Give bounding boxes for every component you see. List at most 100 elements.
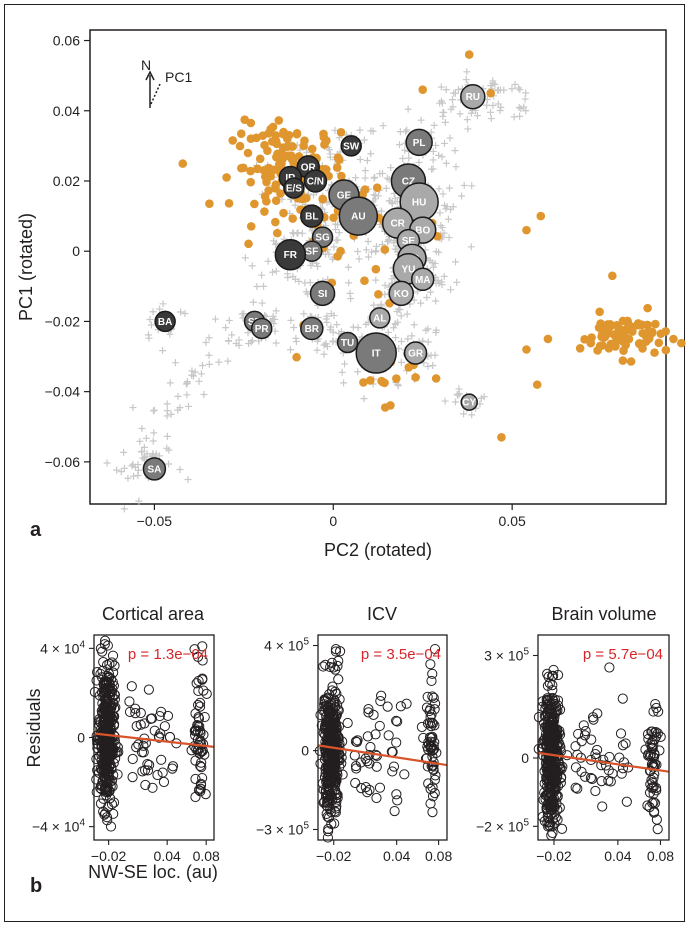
sample-dot	[392, 374, 401, 383]
residual-point	[570, 762, 582, 773]
reference-cross-mark	[515, 84, 523, 92]
reference-cross-mark	[442, 86, 450, 94]
sample-dot	[246, 166, 255, 176]
reference-cross-mark	[159, 300, 167, 308]
reference-cross-mark	[435, 185, 443, 193]
residual-point	[101, 692, 112, 704]
population-circle	[336, 331, 359, 354]
reference-cross-mark	[332, 226, 340, 234]
reference-cross-mark	[150, 429, 158, 437]
sample-dot	[224, 199, 234, 208]
y-tick-label: 0	[72, 243, 80, 259]
brain-volume-plot: p = 5.7e−04 −0.02 0.04 0.08 3 × 105 0 −2 × 105	[476, 634, 674, 864]
reference-cross-mark	[397, 312, 405, 320]
population-marker-ko: KO	[388, 280, 415, 307]
reference-cross-mark	[452, 163, 460, 171]
residual-point	[315, 758, 326, 769]
pca-sample-dots	[178, 50, 686, 442]
residual-point	[331, 711, 342, 722]
reference-cross-mark	[120, 448, 128, 456]
sample-dot	[486, 88, 495, 98]
sample-dot	[605, 320, 615, 329]
reference-cross-mark	[354, 368, 362, 376]
reference-cross-mark	[270, 320, 278, 328]
reference-cross-mark	[140, 454, 148, 462]
reference-cross-mark	[199, 362, 207, 370]
reference-cross-mark	[447, 286, 455, 294]
reference-cross-mark	[184, 476, 192, 484]
residual-point	[319, 699, 330, 710]
residual-point	[329, 745, 340, 756]
reference-cross-mark	[149, 308, 157, 316]
reference-cross-mark	[195, 377, 203, 385]
residual-point	[107, 781, 118, 792]
reference-cross-mark	[440, 109, 448, 117]
reference-cross-mark	[372, 242, 380, 250]
reference-cross-mark	[128, 462, 136, 470]
reference-cross-mark	[271, 240, 279, 248]
residual-point	[425, 783, 436, 795]
sample-dot	[333, 252, 343, 261]
reference-cross-mark	[166, 330, 174, 338]
panel-label-b: b	[30, 875, 42, 897]
population-marker-gr: GR	[403, 341, 428, 365]
reference-cross-mark	[147, 321, 155, 329]
residual-point	[196, 762, 207, 773]
population-circle	[338, 196, 379, 236]
sample-dot	[677, 338, 686, 348]
compass-indicator: N PC1	[141, 57, 192, 108]
reference-cross-mark	[235, 336, 243, 344]
population-label: CR	[390, 219, 405, 230]
reference-cross-mark	[138, 448, 146, 456]
residual-point	[334, 694, 345, 705]
y-tick-label: 0.06	[53, 33, 80, 49]
reference-cross-mark	[419, 337, 427, 345]
residual-point	[149, 725, 160, 736]
reference-cross-mark	[240, 310, 248, 318]
residual-point	[547, 796, 559, 807]
sample-dot	[250, 199, 259, 209]
residual-point	[127, 753, 138, 765]
residual-point	[648, 752, 660, 763]
population-circle	[355, 332, 397, 374]
cortical-area-title: Cortical area	[102, 604, 205, 624]
residual-point	[99, 635, 111, 646]
sample-dot	[279, 129, 288, 139]
residual-point	[392, 716, 403, 727]
reference-cross-mark	[260, 282, 268, 290]
reference-cross-mark	[301, 279, 309, 287]
residual-point	[614, 752, 625, 763]
residual-points	[533, 662, 666, 841]
sample-dot	[268, 122, 278, 132]
sample-dot	[656, 329, 666, 339]
population-label: BR	[305, 324, 320, 335]
sample-dot	[279, 208, 288, 218]
population-marker-e-s: E/S	[283, 177, 305, 199]
residual-point	[578, 720, 589, 731]
residual-point	[617, 763, 629, 774]
residual-point	[107, 683, 118, 694]
reference-cross-mark	[291, 275, 299, 283]
reference-cross-mark	[174, 392, 182, 400]
residual-point	[546, 741, 558, 752]
residual-point	[544, 774, 555, 785]
reference-cross-mark	[189, 372, 197, 380]
reference-cross-mark	[283, 270, 291, 278]
residual-point	[573, 728, 584, 740]
residual-point	[388, 761, 400, 772]
reference-cross-mark	[149, 437, 157, 445]
residual-point	[104, 658, 115, 669]
reference-cross-mark	[487, 115, 495, 123]
population-label: CY	[462, 398, 476, 409]
reference-cross-mark	[432, 297, 440, 305]
residual-point	[322, 791, 334, 802]
residual-point	[649, 734, 660, 745]
sample-dot	[580, 335, 589, 344]
reference-cross-mark	[361, 167, 369, 175]
reference-cross-mark	[313, 259, 321, 267]
population-circle	[274, 238, 307, 271]
reference-cross-mark	[356, 156, 364, 164]
residual-point	[200, 789, 211, 800]
x-tick-label: 0.05	[499, 513, 526, 529]
residual-point	[538, 750, 549, 761]
